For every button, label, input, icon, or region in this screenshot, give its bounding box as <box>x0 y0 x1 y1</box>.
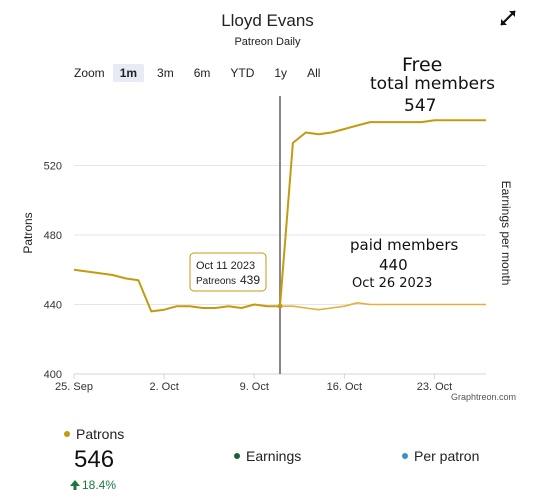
x-tick-label: 2. Oct <box>149 381 178 393</box>
y-axis-label: Patrons <box>21 212 35 253</box>
tooltip-value: 439 <box>240 273 260 287</box>
arrow-up-icon <box>69 479 81 491</box>
y-tick-label: 520 <box>44 161 62 173</box>
patrons-dot-icon <box>64 431 70 437</box>
y-tick-label: 440 <box>44 300 62 312</box>
expand-icon[interactable] <box>498 8 518 28</box>
zoom-button-ytd[interactable]: YTD <box>230 66 255 80</box>
tooltip: Oct 11 2023 Patreons 439 <box>189 252 267 292</box>
tooltip-box <box>189 252 267 292</box>
legend-label-patrons: Patrons <box>76 426 125 442</box>
x-axis-ticks: 25. Sep 2. Oct 9. Oct 16. Oct 23. Oct <box>55 374 452 393</box>
series-group <box>73 119 486 313</box>
zoom-button-6m[interactable]: 6m <box>193 66 211 80</box>
x-tick-label: 25. Sep <box>55 381 93 393</box>
x-tick-label: 9. Oct <box>240 381 269 393</box>
credit-label[interactable]: Graphtreon.com <box>451 392 516 402</box>
x-tick-label: 23. Oct <box>417 381 452 393</box>
y-tick-label: 400 <box>44 369 62 381</box>
series-line-paid-members <box>280 301 486 311</box>
zoom-button-all[interactable]: All <box>307 66 321 80</box>
zoom-button-1y[interactable]: 1y <box>274 66 288 80</box>
zoom-bar: Zoom 1m 3m 6m YTD 1y All <box>74 63 333 83</box>
legend-label-earnings: Earnings <box>246 448 302 464</box>
free-annotation-subtitle: total members <box>370 74 495 94</box>
chart-title: Lloyd Evans <box>221 11 314 30</box>
y-axis-ticks: 400 440 480 520 <box>44 161 62 382</box>
y-axis-label-right: Earnings per month <box>499 181 513 286</box>
patrons-count: 546 <box>74 446 115 473</box>
paid-annotation-title: paid members <box>350 236 459 254</box>
free-annotation-title: Free <box>402 54 443 76</box>
zoom-button-1m[interactable]: 1m <box>112 64 145 82</box>
patrons-change-value: 18.4% <box>82 478 117 492</box>
chart-subtitle: Patreon Daily <box>234 36 301 48</box>
per-patron-dot-icon <box>402 453 408 459</box>
paid-annotation-value: 440 <box>379 256 408 274</box>
legend-label-per-patron: Per patron <box>414 448 480 464</box>
patrons-change: 18.4% <box>69 478 116 492</box>
legend-item-per-patron[interactable]: Per patron <box>402 448 479 464</box>
legend-item-patrons[interactable]: Patrons <box>64 426 124 442</box>
zoom-button-3m[interactable]: 3m <box>157 66 174 80</box>
legend-item-earnings[interactable]: Earnings <box>234 448 301 464</box>
hover-point <box>277 303 283 309</box>
paid-annotation-date: Oct 26 2023 <box>352 276 433 291</box>
tooltip-series-label: Patreons <box>196 276 236 287</box>
y-tick-label: 480 <box>44 230 62 242</box>
zoom-label: Zoom <box>74 66 105 80</box>
free-annotation-value: 547 <box>404 96 437 116</box>
earnings-dot-icon <box>234 453 240 459</box>
tooltip-date: Oct 11 2023 <box>196 260 255 272</box>
x-tick-label: 16. Oct <box>327 381 362 393</box>
